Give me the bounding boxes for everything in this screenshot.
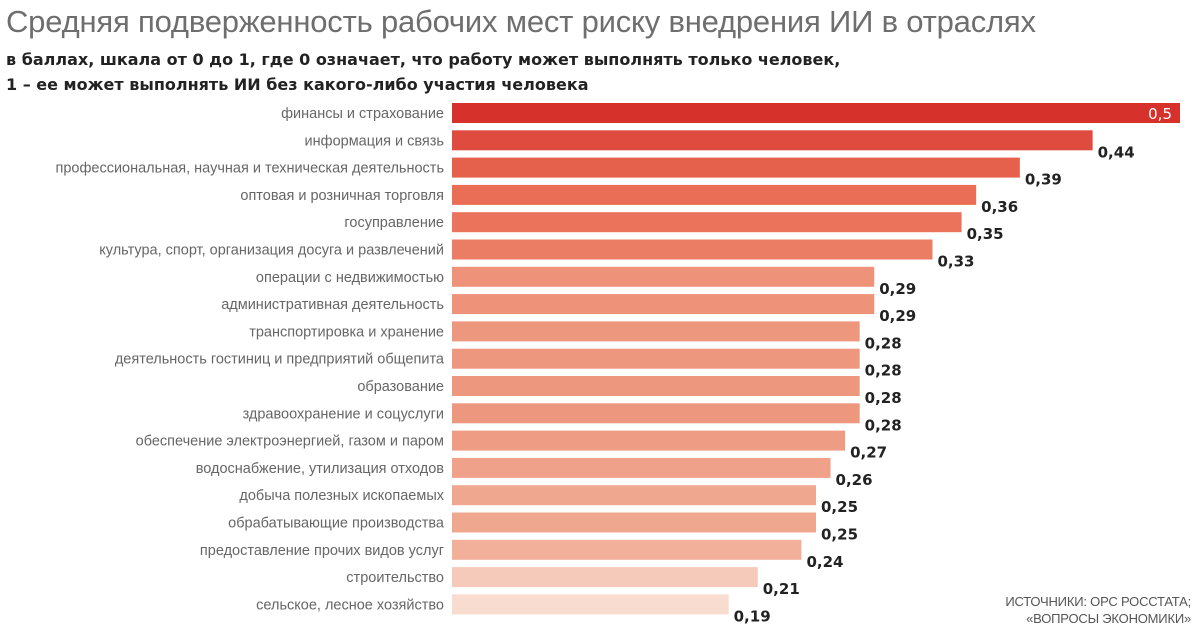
chart-title: Средняя подверженность рабочих мест риск… xyxy=(6,4,1036,39)
bar-row: предоставление прочих видов услуг 0,24 xyxy=(200,539,843,571)
bar-row: образование 0,28 xyxy=(357,376,902,407)
value-label: 0,44 xyxy=(1098,143,1135,161)
bar-row: культура, спорт, организация досуга и ра… xyxy=(99,239,974,271)
category-label: строительство xyxy=(346,570,444,586)
value-label: 0,33 xyxy=(937,253,974,271)
category-label: финансы и страхование xyxy=(281,106,444,122)
bar xyxy=(452,212,962,233)
bar-row: профессиональная, научная и техническая … xyxy=(55,157,1062,189)
bar xyxy=(452,430,846,451)
category-label: сельское, лесное хозяйство xyxy=(256,597,444,613)
bar xyxy=(452,294,875,315)
value-label: 0,19 xyxy=(734,607,771,625)
bar-row: информация и связь 0,44 xyxy=(305,130,1135,161)
value-label: 0,28 xyxy=(865,416,902,434)
bar-row: оптовая и розничная торговля 0,36 xyxy=(240,184,1018,216)
bar-row: госуправление 0,35 xyxy=(344,212,1004,243)
bar xyxy=(452,348,860,369)
category-label: культура, спорт, организация досуга и ра… xyxy=(99,243,444,259)
value-label: 0,29 xyxy=(879,307,916,325)
bar xyxy=(452,539,802,560)
bar xyxy=(452,157,1020,178)
category-label: административная деятельность xyxy=(221,297,444,313)
value-label: 0,28 xyxy=(865,334,902,352)
category-label: образование xyxy=(357,379,444,395)
value-label: 0,35 xyxy=(967,225,1004,243)
category-label: профессиональная, научная и техническая … xyxy=(55,161,444,177)
category-label: информация и связь xyxy=(305,133,444,149)
category-label: госуправление xyxy=(344,215,444,231)
category-label: водоснабжение, утилизация отходов xyxy=(196,461,445,477)
bar xyxy=(452,457,831,478)
category-label: обеспечение электроэнергией, газом и пар… xyxy=(136,434,444,450)
subtitle-line-1: в баллах, шкала от 0 до 1, где 0 означае… xyxy=(6,50,841,69)
source-line-1: ИСТОЧНИКИ: ОРС РОССТАТА; xyxy=(1005,594,1191,609)
category-label: деятельность гостиниц и предприятий обще… xyxy=(115,352,445,368)
bar-row: деятельность гостиниц и предприятий обще… xyxy=(115,348,902,380)
bar xyxy=(452,512,816,533)
subtitle-line-2: 1 – ее может выполнять ИИ без какого-либ… xyxy=(6,75,589,94)
category-label: добыча полезных ископаемых xyxy=(239,488,444,504)
category-label: оптовая и розничная торговля xyxy=(240,188,444,204)
bar-row: добыча полезных ископаемых 0,25 xyxy=(239,485,858,516)
bar-row: водоснабжение, утилизация отходов 0,26 xyxy=(196,457,873,489)
value-label: 0,24 xyxy=(806,553,843,571)
value-label: 0,28 xyxy=(865,389,902,407)
bar xyxy=(452,130,1093,151)
bar-row: обеспечение электроэнергией, газом и пар… xyxy=(136,430,887,462)
bar-row: здравоохранение и соцуслуги 0,28 xyxy=(243,403,902,434)
bar-row: сельское, лесное хозяйство 0,19 xyxy=(256,594,771,625)
category-label: операции с недвижимостью xyxy=(256,270,444,286)
bar xyxy=(452,239,933,260)
bar xyxy=(452,321,860,342)
value-label: 0,29 xyxy=(879,280,916,298)
category-label: здравоохранение и соцуслуги xyxy=(243,406,444,422)
bar xyxy=(452,567,758,588)
value-label: 0,26 xyxy=(836,471,873,489)
value-label: 0,21 xyxy=(763,580,800,598)
bar-row: финансы и страхование 0,5 xyxy=(281,103,1180,123)
value-label: 0,5 xyxy=(1148,105,1172,123)
value-label: 0,25 xyxy=(821,498,858,516)
value-label: 0,27 xyxy=(850,444,887,462)
bar xyxy=(452,266,875,287)
bar xyxy=(452,376,860,396)
bar-row: административная деятельность 0,29 xyxy=(221,294,916,325)
category-label: обрабатывающие производства xyxy=(228,516,445,532)
bar-row: операции с недвижимостью 0,29 xyxy=(256,266,916,298)
value-label: 0,39 xyxy=(1025,171,1062,189)
category-label: предоставление прочих видов услуг xyxy=(200,543,444,559)
chart-subtitle: в баллах, шкала от 0 до 1, где 0 означае… xyxy=(6,47,906,97)
bar-row: обрабатывающие производства 0,25 xyxy=(228,512,858,544)
bar-row: транспортировка и хранение 0,28 xyxy=(249,321,902,352)
category-label: транспортировка и хранение xyxy=(249,324,444,340)
value-label: 0,28 xyxy=(865,362,902,380)
bar xyxy=(452,594,729,615)
value-label: 0,25 xyxy=(821,526,858,544)
bar-row: строительство 0,21 xyxy=(346,567,800,598)
bar xyxy=(452,485,816,506)
source-line-2: «ВОПРОСЫ ЭКОНОМИКИ» xyxy=(1026,611,1191,626)
source-note: ИСТОЧНИКИ: ОРС РОССТАТА; «ВОПРОСЫ ЭКОНОМ… xyxy=(1005,593,1191,627)
value-label: 0,36 xyxy=(981,198,1018,216)
bar xyxy=(452,403,860,424)
bar xyxy=(452,184,977,205)
bar xyxy=(452,103,1180,123)
